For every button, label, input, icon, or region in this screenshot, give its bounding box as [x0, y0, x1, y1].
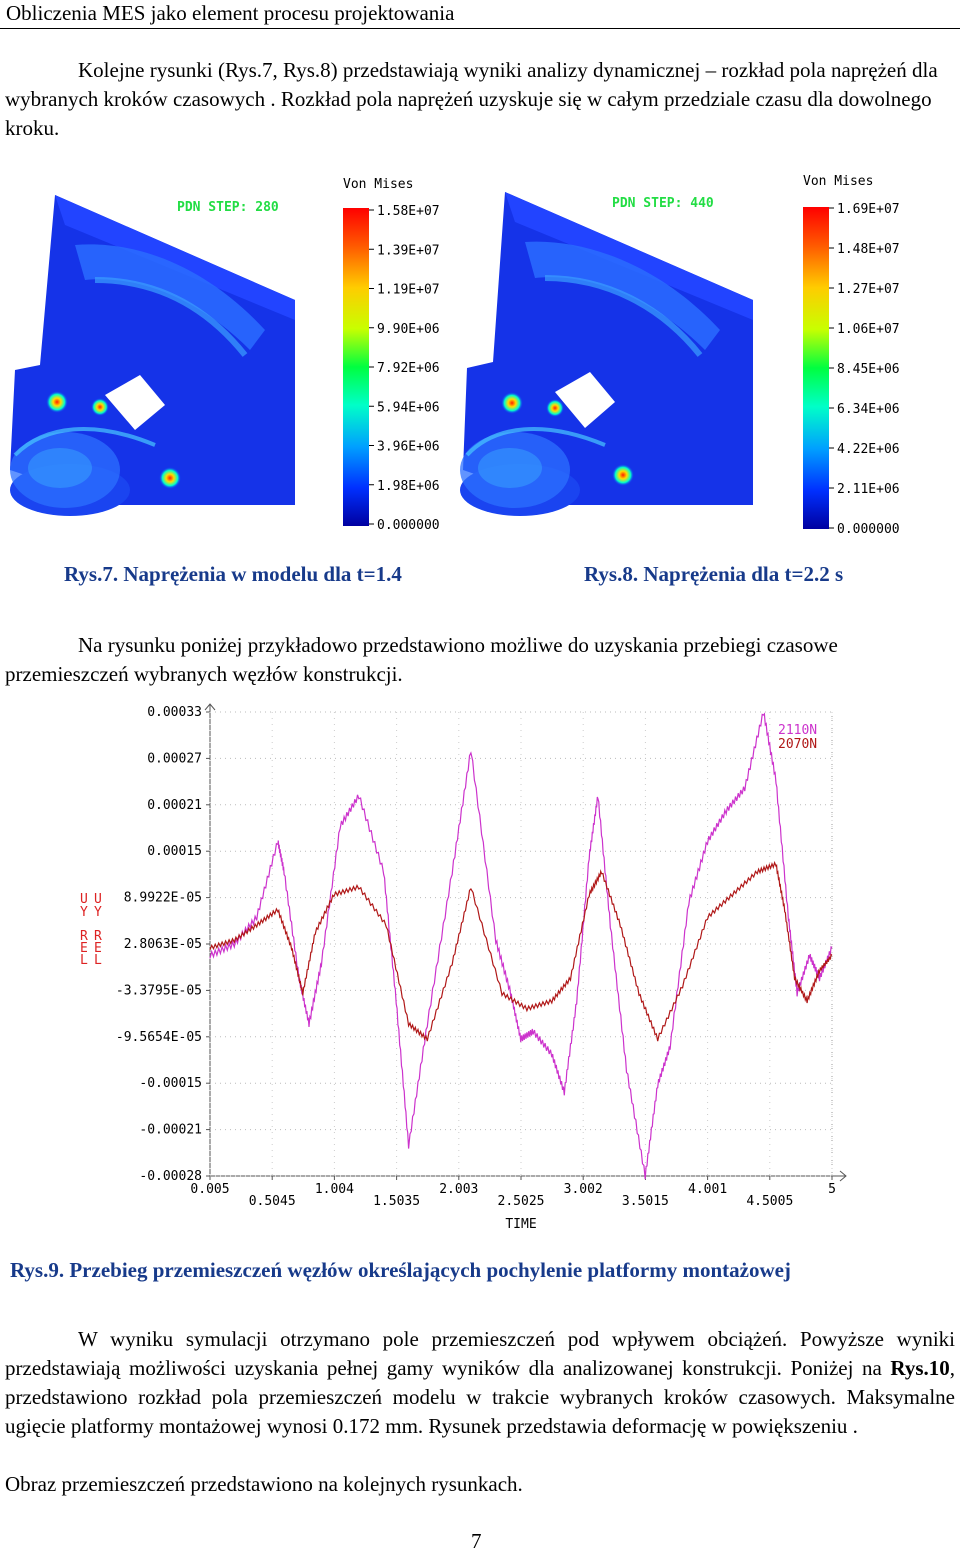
- y-axis-label-letter: E: [80, 941, 88, 956]
- rys7-colorbar-tick-label: 7.92E+06: [377, 361, 440, 376]
- rys8-colorbar-tick-label: 2.11E+06: [837, 482, 900, 497]
- rys7-fem-model: [10, 195, 295, 516]
- rys7-colorbar-tick-label: 3.96E+06: [377, 440, 440, 455]
- series-line-2070N: [209, 860, 833, 1042]
- rys8-colorbar-tick-label: 1.48E+07: [837, 242, 900, 257]
- rys8-colorbar: [803, 207, 829, 529]
- x-tick-label: 4.5005: [746, 1194, 793, 1209]
- rys7-colorbar-tick-label: 1.39E+07: [377, 243, 440, 258]
- page-header: Obliczenia MES jako element procesu proj…: [0, 0, 960, 30]
- rys7-colorbar-tick-label: 1.98E+06: [377, 479, 440, 494]
- rys8-colorbar-tick-label: 4.22E+06: [837, 442, 900, 457]
- rys8-colorbar-tick-label: 1.69E+07: [837, 202, 900, 217]
- paragraph-results-text-b: , przedstawiono rozkład pola przemieszcz…: [5, 1356, 955, 1438]
- chart-axes: [204, 703, 847, 1182]
- rys7-colorbar-tick-label: 1.19E+07: [377, 283, 440, 298]
- y-axis-label-letter: R: [94, 929, 102, 944]
- rys8-step-label: PDN STEP: 440: [612, 196, 714, 211]
- header-rule: [0, 28, 960, 29]
- rys8-colorbar-tick-label: 6.34E+06: [837, 402, 900, 417]
- x-axis-arrow: [839, 1170, 847, 1182]
- rys8-fem-model: [460, 192, 753, 516]
- y-tick-label: -0.00028: [139, 1169, 202, 1184]
- paragraph-results-text-a: W wyniku symulacji otrzymano pole przemi…: [5, 1327, 955, 1380]
- paragraph-results: W wyniku symulacji otrzymano pole przemi…: [5, 1325, 955, 1441]
- chart-series: [209, 712, 833, 1180]
- y-axis-label-letter: Y: [94, 905, 102, 920]
- paragraph-intro-text: Kolejne rysunki (Rys.7, Rys.8) przedstaw…: [5, 58, 938, 140]
- y-axis-label-letter: L: [80, 953, 88, 968]
- rys8-colorbar-tick-label: 1.27E+07: [837, 282, 900, 297]
- y-axis-label-letter: E: [94, 941, 102, 956]
- rys8-colorbar-tick-label: 8.45E+06: [837, 362, 900, 377]
- y-tick-label: 0.00027: [147, 751, 202, 766]
- y-axis-label-letter: R: [80, 929, 88, 944]
- rys10-reference: Rys.10: [890, 1356, 950, 1380]
- rys7-colorbar-tick-label: 0.000000: [377, 518, 440, 533]
- paragraph-displacement-intro: Na rysunku poniżej przykładowo przedstaw…: [5, 631, 955, 689]
- paragraph-displacement-intro-text: Na rysunku poniżej przykładowo przedstaw…: [5, 633, 838, 686]
- rys7-colorbar-ticks: 1.58E+07 1.39E+07 1.19E+07 9.90E+06 7.92E+06…: [369, 204, 440, 533]
- y-tick-label: 8.9922E-05: [124, 891, 202, 906]
- y-tick-label: 0.00015: [147, 844, 202, 859]
- y-tick-label: 0.00021: [147, 798, 202, 813]
- rys7-colorbar: [343, 208, 369, 526]
- x-tick-label: 0.5045: [249, 1194, 296, 1209]
- rys7-colorbar-tick-label: 5.94E+06: [377, 400, 440, 415]
- chart-x-ticks: 0.005 0.5045 1.004 1.5035 2.003 2.5025 3.002 3.…: [190, 712, 836, 1209]
- x-tick-label: 4.001: [688, 1182, 727, 1197]
- y-axis-label-letter: L: [94, 953, 102, 968]
- y-tick-label: 2.8063E-05: [124, 937, 202, 952]
- rys9-caption: Rys.9. Przebieg przemieszczeń węzłów okr…: [10, 1258, 791, 1282]
- y-axis-label-letter: U: [80, 892, 88, 907]
- y-tick-label: -9.5654E-05: [116, 1030, 202, 1045]
- rys7-caption: Rys.7. Naprężenia w modelu dla t=1.4: [64, 562, 402, 586]
- rys8-colorbar-tick-label: 0.000000: [837, 522, 900, 535]
- y-axis-arrow: [204, 703, 216, 711]
- x-tick-label: 2.5025: [498, 1194, 545, 1209]
- paragraph-next-figures: Obraz przemieszczeń przedstawiono na kol…: [5, 1472, 523, 1496]
- x-tick-label: 5: [828, 1182, 836, 1197]
- rys7-step-label: PDN STEP: 280: [177, 200, 279, 215]
- series-line-2110N: [209, 712, 833, 1180]
- x-tick-label: 3.5015: [622, 1194, 669, 1209]
- y-tick-label: -0.00015: [139, 1076, 202, 1091]
- x-tick-label: 3.002: [564, 1182, 603, 1197]
- x-tick-label: 1.5035: [373, 1194, 420, 1209]
- rys7-colorbar-tick-label: 1.58E+07: [377, 204, 440, 219]
- y-tick-label: -3.3795E-05: [116, 983, 202, 998]
- page-number: 7: [471, 1529, 482, 1553]
- chart-x-axis-label: TIME: [505, 1217, 536, 1232]
- x-tick-label: 1.004: [315, 1182, 354, 1197]
- rys9-displacement-chart: 0.00033 0.00027 0.00021 0.00015 8.9922E-05 2.…: [80, 703, 847, 1232]
- legend-entry-2070N: 2070N: [778, 737, 817, 752]
- y-axis-label-letter: Y: [80, 905, 88, 920]
- legend-entry-2110N: 2110N: [778, 723, 817, 738]
- rys8-stress-figure: PDN STEP: 440 Von Mises 1.69E+07 1.48E+07…: [460, 174, 900, 535]
- y-tick-label: 0.00033: [147, 705, 202, 720]
- y-axis-label-letter: U: [94, 892, 102, 907]
- paragraph-intro: Kolejne rysunki (Rys.7, Rys.8) przedstaw…: [5, 56, 955, 143]
- y-tick-label: -0.00021: [139, 1123, 202, 1138]
- header-title: Obliczenia MES jako element procesu proj…: [6, 1, 455, 25]
- x-tick-label: 2.003: [439, 1182, 478, 1197]
- rys7-colorbar-tick-label: 9.90E+06: [377, 322, 440, 337]
- rys8-colorbar-ticks: 1.69E+07 1.48E+07 1.27E+07 1.06E+07 8.45E+06…: [829, 202, 900, 535]
- rys7-colorbar-title: Von Mises: [343, 177, 413, 192]
- rys7-stress-figure: PDN STEP: 280 Von Mises 1.58E+07 1.39E+07…: [10, 177, 440, 533]
- rys8-caption: Rys.8. Naprężenia dla t=2.2 s: [584, 562, 844, 586]
- rys8-colorbar-tick-label: 1.06E+07: [837, 322, 900, 337]
- rys8-colorbar-title: Von Mises: [803, 174, 873, 189]
- x-tick-label: 0.005: [190, 1182, 229, 1197]
